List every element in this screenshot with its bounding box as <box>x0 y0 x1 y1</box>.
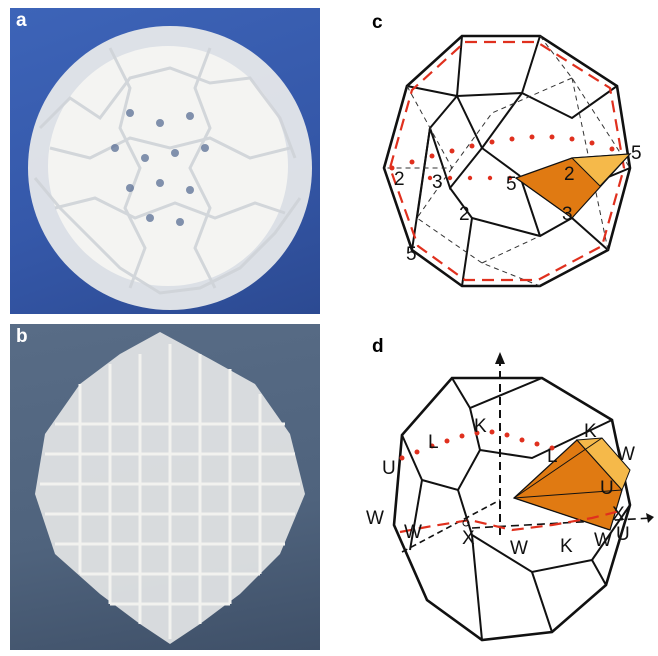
label-d-L-left: L <box>428 432 439 453</box>
label-d-W-bottom: W <box>510 538 528 559</box>
photo-panel-b: b <box>10 324 320 650</box>
label-d-X-mid: X <box>462 528 475 549</box>
panel-label-b: b <box>16 326 28 347</box>
label-d-U-right: U <box>600 478 614 499</box>
label-c-2-lower: 2 <box>459 204 470 225</box>
lattice-photo-a <box>28 26 312 310</box>
label-c-2-left: 2 <box>394 169 405 190</box>
label-d-U-bottom: U <box>616 524 630 545</box>
label-d-L-mid: L <box>547 446 558 467</box>
wedge-light-d <box>575 437 631 491</box>
brillouin-zone-d: K K L L U W U W W X X W K W U <box>366 352 654 642</box>
label-c-2-wedge: 2 <box>564 164 575 185</box>
label-d-K-top: K <box>474 416 487 437</box>
panel-label-c: c <box>372 12 383 33</box>
label-d-W-right: W <box>617 444 635 465</box>
lattice-photo-b <box>35 332 305 644</box>
label-d-W-left: W <box>366 508 384 529</box>
label-d-K-right: K <box>584 421 597 442</box>
label-d-W-bottom2: W <box>594 530 612 551</box>
label-d-K-bottom: K <box>560 536 573 557</box>
label-c-5-right: 5 <box>631 143 642 164</box>
label-d-W-left2: W <box>404 522 422 543</box>
photo-panel-a: a <box>10 8 320 314</box>
panel-label-a: a <box>16 10 27 31</box>
label-d-X-right: X <box>612 504 625 525</box>
label-c-3-bottom: 3 <box>562 204 573 225</box>
panel-label-d: d <box>372 336 384 357</box>
label-c-5-mid: 5 <box>506 174 517 195</box>
wedge-light-c <box>570 153 632 187</box>
red-dash-path-d <box>399 508 625 534</box>
label-c-5-bottom: 5 <box>406 244 417 265</box>
truncated-octahedron-c: 5 2 3 5 2 3 2 5 <box>382 34 642 288</box>
label-c-3-left: 3 <box>432 172 443 193</box>
red-dash-outline-c <box>388 40 626 282</box>
label-d-U-left: U <box>382 458 396 479</box>
